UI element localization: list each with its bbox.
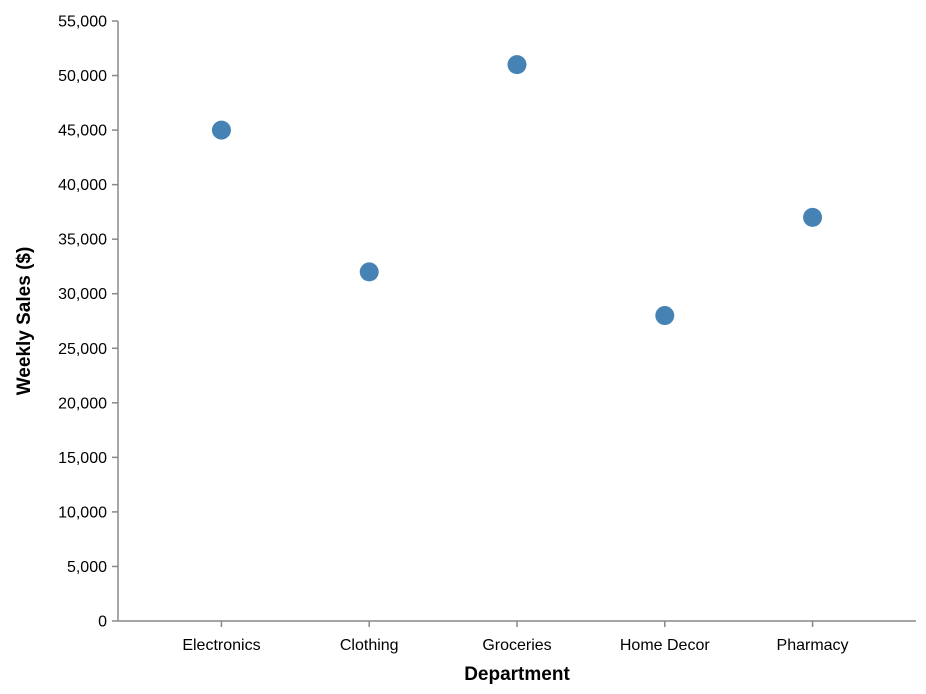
y-tick-label: 0 [98,614,107,631]
y-axis: 0 5,000 10,000 15,000 20,000 25,000 30,000 35,0… [58,14,119,631]
data-point [655,306,675,326]
y-tick-label: 45,000 [58,123,107,140]
y-tick-label: 55,000 [58,14,107,31]
y-tick-label: 30,000 [58,286,107,303]
x-axis: Electronics Clothing Groceries Home Decor Ph… [118,620,916,654]
y-tick-label: 40,000 [58,177,107,194]
y-axis-title: Weekly Sales ($) [14,247,35,396]
x-axis-title: Department [464,664,570,685]
data-point [359,262,379,282]
y-tick-label: 35,000 [58,232,107,249]
x-tick-label: Pharmacy [777,637,849,654]
data-points [211,55,823,326]
y-tick-label: 15,000 [58,450,107,467]
y-tick-label: 10,000 [58,504,107,521]
x-tick-label: Home Decor [620,637,710,654]
y-tick-label: 5,000 [67,559,107,576]
data-point [211,120,231,140]
data-point [803,207,823,227]
y-tick-label: 20,000 [58,395,107,412]
x-tick-label: Electronics [182,637,260,654]
data-point [507,55,527,75]
y-tick-label: 50,000 [58,68,107,85]
y-tick-label: 25,000 [58,341,107,358]
x-tick-label: Groceries [482,637,551,654]
x-tick-label: Clothing [340,637,399,654]
